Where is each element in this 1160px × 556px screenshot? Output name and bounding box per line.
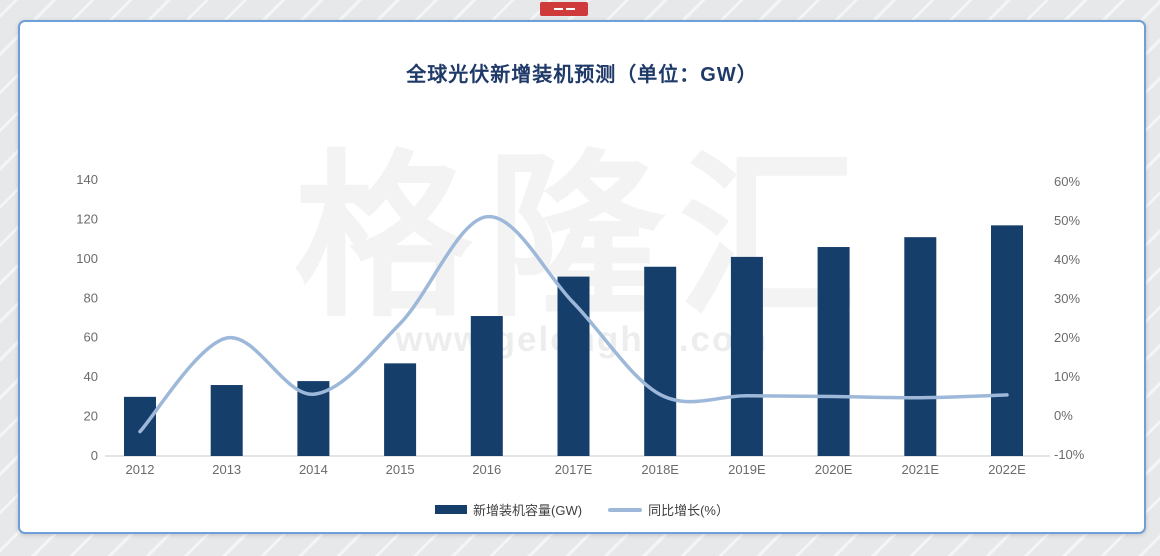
- chart-card: 全球光伏新增装机预测（单位：GW） 格隆汇 www.gelonghui.com …: [18, 20, 1146, 534]
- x-axis-category-label: 2014: [299, 462, 328, 477]
- x-axis-category-label: 2022E: [988, 462, 1026, 477]
- right-axis-tick-label: 10%: [1054, 369, 1080, 384]
- bar-2017E: [557, 276, 590, 456]
- legend-item-line-series: 同比增长(%）: [608, 500, 729, 519]
- bar-2016: [470, 316, 503, 456]
- bar-2013: [210, 385, 243, 456]
- x-axis-category-label: 2012: [126, 462, 155, 477]
- left-axis-tick-label: 100: [76, 251, 98, 266]
- line-series-label: 同比增长(%）: [648, 503, 729, 518]
- chart-legend: 新增装机容量(GW) 同比增长(%）: [20, 500, 1144, 519]
- x-axis-category-label: 2013: [212, 462, 241, 477]
- x-axis-category-label: 2021E: [902, 462, 940, 477]
- bar-2015: [384, 363, 417, 456]
- left-axis-tick-label: 80: [84, 290, 98, 305]
- bar-2018E: [644, 266, 677, 456]
- right-axis-tick-label: 60%: [1054, 174, 1080, 189]
- legend-item-bar-series: 新增装机容量(GW): [435, 500, 582, 519]
- x-axis-category-label: 2020E: [815, 462, 853, 477]
- right-axis-tick-label: -10%: [1054, 447, 1085, 462]
- bar-series-label: 新增装机容量(GW): [473, 503, 583, 518]
- x-axis-category-label: 2016: [472, 462, 501, 477]
- right-axis-tick-label: 0%: [1054, 408, 1073, 423]
- chart-plot-area: 0 20 40 60 80 100 120 140 -10% 0% 10% 20% 30% 40% 50% 6…: [76, 172, 1085, 477]
- bar-2012: [124, 396, 156, 456]
- bar-series-swatch-icon: [435, 505, 468, 514]
- right-axis-tick-label: 20%: [1054, 330, 1080, 345]
- bar-2020E: [817, 247, 850, 456]
- right-axis-tick-label: 30%: [1054, 291, 1080, 306]
- x-axis-category-label: 2017E: [555, 462, 593, 477]
- left-axis-tick-label: 0: [91, 448, 98, 463]
- left-axis-tick-label: 140: [76, 172, 98, 187]
- bar-2019E: [730, 256, 763, 456]
- growth-line: [138, 214, 1009, 434]
- chart-card-inner: 全球光伏新增装机预测（单位：GW） 格隆汇 www.gelonghui.com …: [20, 22, 1144, 532]
- bar-2022E: [991, 225, 1023, 456]
- chart-title: 全球光伏新增装机预测（单位：GW）: [406, 64, 758, 86]
- top-red-badge: [540, 2, 588, 16]
- x-axis-category-label: 2019E: [728, 462, 766, 477]
- left-axis-tick-label: 40: [84, 369, 98, 384]
- x-axis-category-label: 2015: [386, 462, 415, 477]
- badge-glyph: [553, 8, 563, 10]
- x-axis-category-label: 2018E: [641, 462, 679, 477]
- right-axis-tick-label: 50%: [1054, 213, 1080, 228]
- right-axis-tick-label: 40%: [1054, 252, 1080, 267]
- line-series-swatch-icon: [608, 507, 643, 512]
- bar-2021E: [904, 237, 937, 456]
- left-axis-tick-label: 20: [84, 409, 98, 424]
- left-axis-tick-label: 120: [76, 211, 98, 226]
- badge-glyph: [565, 8, 575, 10]
- left-axis-tick-label: 60: [84, 330, 98, 345]
